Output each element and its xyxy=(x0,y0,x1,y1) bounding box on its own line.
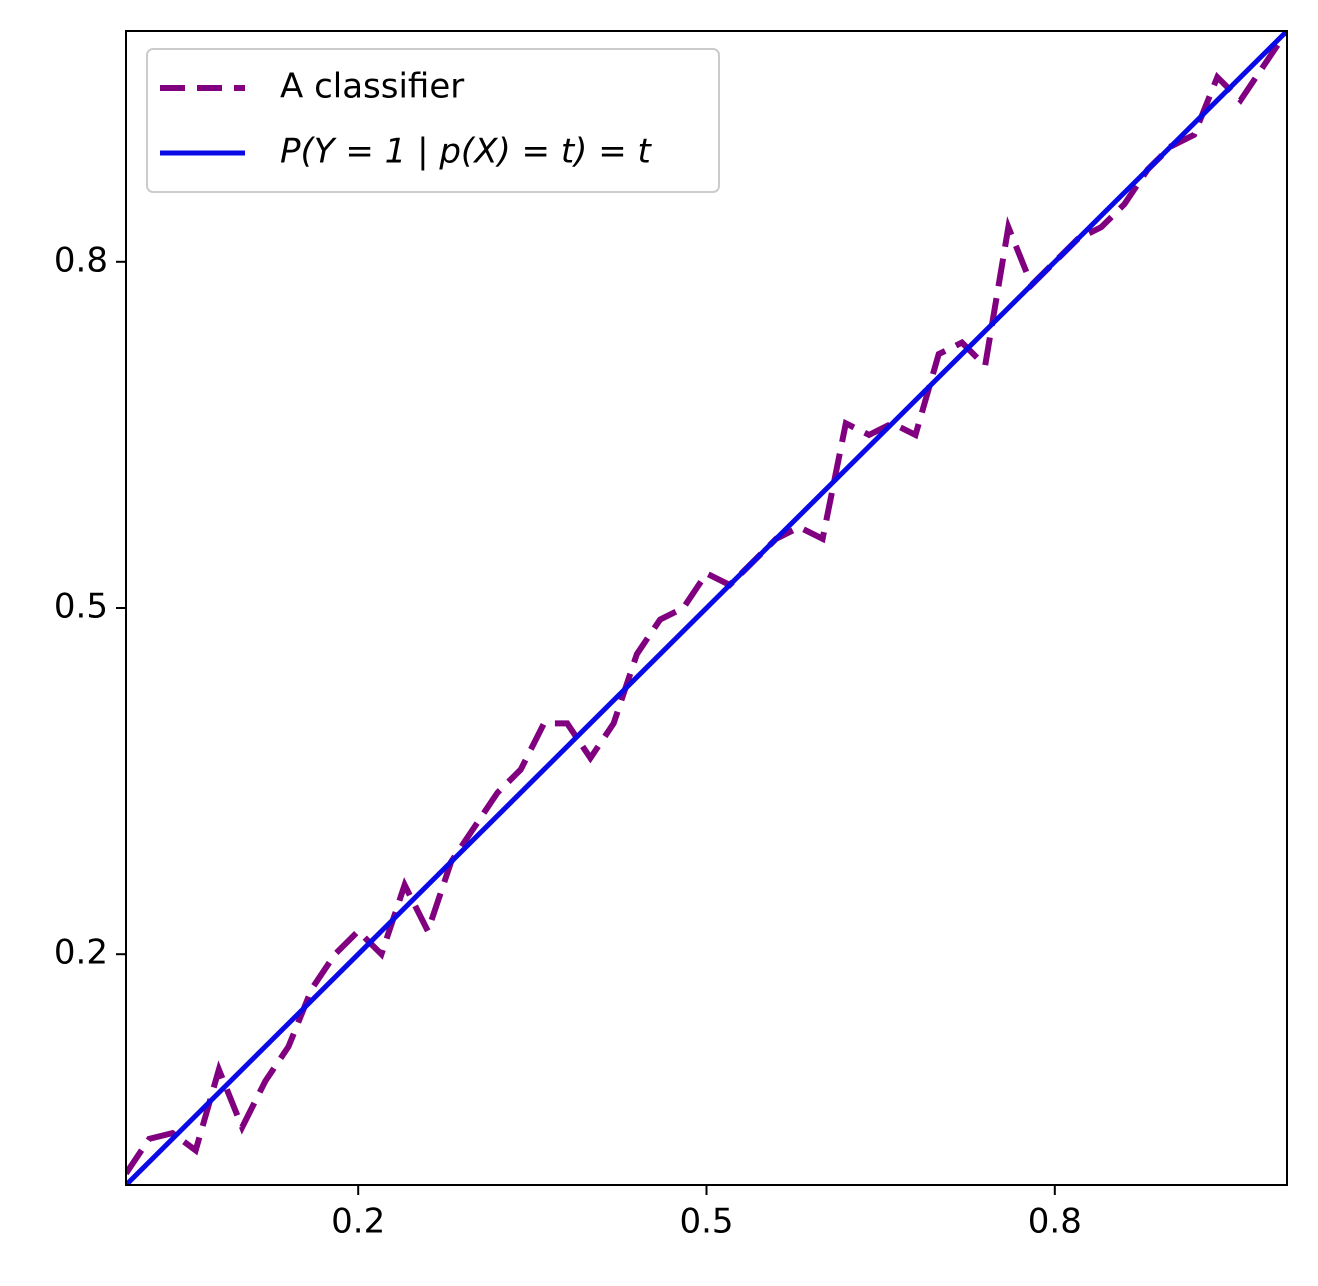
y-tick-label: 0.2 xyxy=(54,933,108,973)
y-tick-label: 0.5 xyxy=(54,587,108,627)
y-tick-label: 0.8 xyxy=(54,240,108,280)
legend-label: A classifier xyxy=(280,67,464,107)
plot-frame xyxy=(125,30,1288,1186)
x-tick-label: 0.8 xyxy=(1028,1202,1082,1242)
legend-box xyxy=(146,48,720,193)
series-line xyxy=(126,31,1287,1185)
series-line xyxy=(126,31,1287,1176)
x-tick-label: 0.5 xyxy=(679,1202,733,1242)
legend-label: P(Y = 1 | p(X) = t) = t xyxy=(280,132,653,172)
x-tick-label: 0.2 xyxy=(331,1202,385,1242)
